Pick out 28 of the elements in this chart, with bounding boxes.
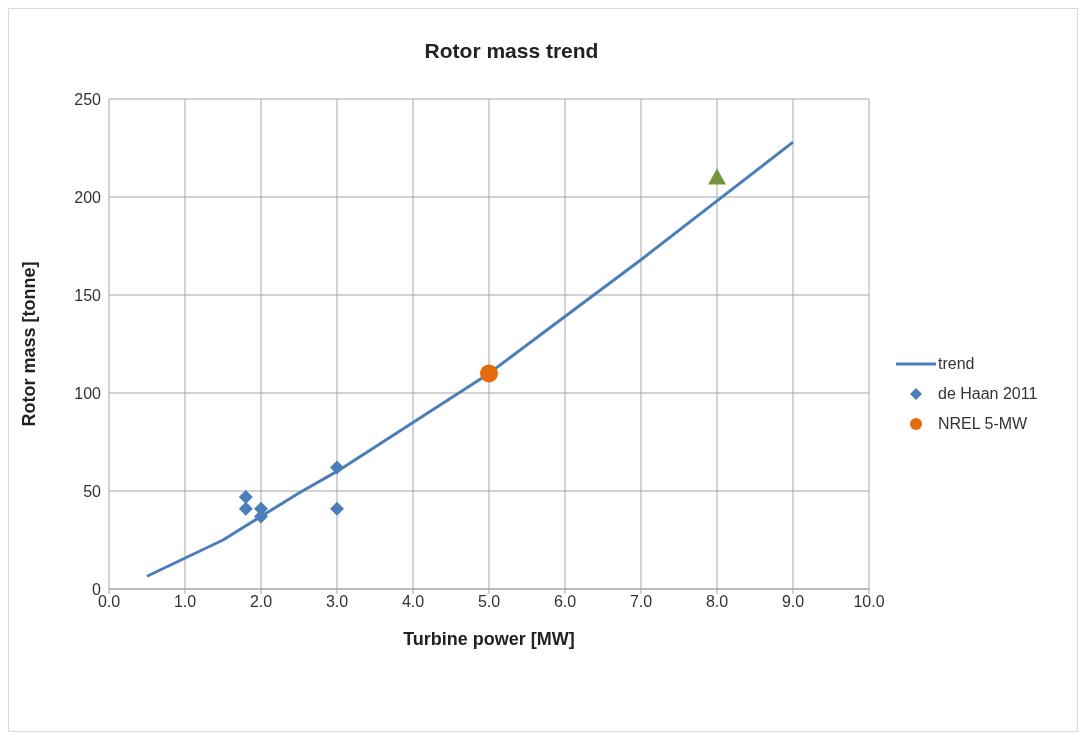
y-tick-label: 250 [74,90,102,108]
x-tick-label: 6.0 [553,593,577,611]
chart-title: Rotor mass trend [423,39,600,63]
x-tick-label: 2.0 [249,593,273,611]
x-tick-label: 8.0 [705,593,729,611]
point [708,168,726,185]
x-tick-label: 5.0 [477,593,501,611]
legend-label: de Haan 2011 [938,385,1038,403]
x-tick-label: 9.0 [781,593,805,611]
point [330,460,344,475]
y-tick-label: 100 [74,384,102,402]
point [238,489,253,504]
x-tick-label: 7.0 [629,593,653,611]
y-tick-label: 150 [74,286,102,304]
x-tick-label: 10.0 [853,593,885,611]
point [330,501,344,516]
legend-label: NREL 5-MW [938,415,1028,433]
line-series [145,140,795,578]
x-axis-title: Turbine power [MW] [403,629,575,649]
x-tick-label: 1.0 [173,593,197,611]
y-tick-label: 50 [83,482,102,500]
legend-label: trend [938,355,975,373]
y-tick-label: 200 [74,188,102,206]
x-tick-label: 3.0 [325,593,349,611]
y-axis-title: Rotor mass [tonne] [19,261,40,427]
x-tick-label: 4.0 [401,593,425,611]
point [480,364,498,383]
point [238,501,253,516]
